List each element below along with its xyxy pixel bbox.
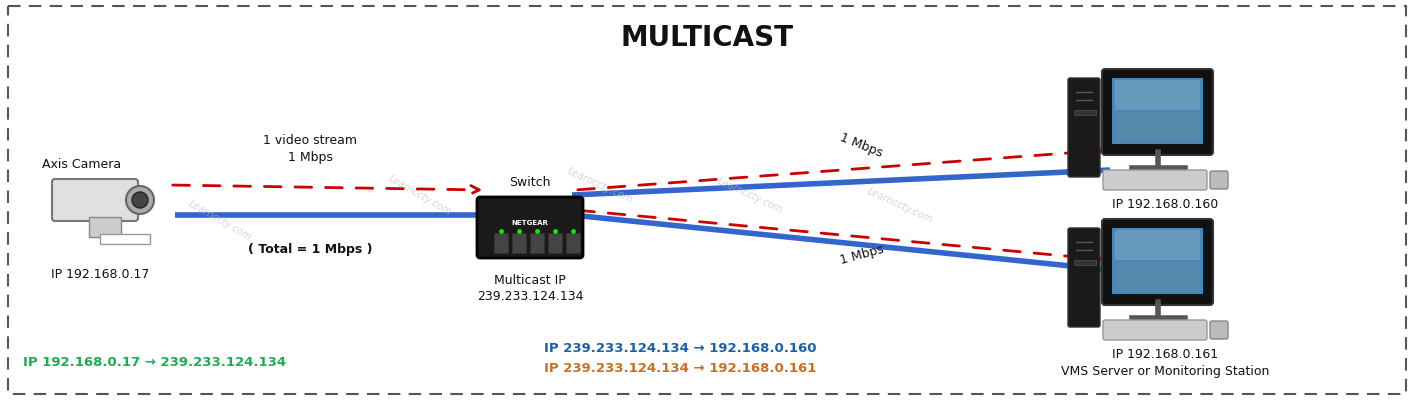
FancyBboxPatch shape	[1074, 110, 1097, 115]
Text: Learnccty.com: Learnccty.com	[566, 166, 634, 205]
Text: Learnccty.com: Learnccty.com	[716, 176, 784, 215]
FancyBboxPatch shape	[1068, 228, 1099, 327]
FancyBboxPatch shape	[1112, 78, 1203, 144]
FancyBboxPatch shape	[548, 233, 562, 253]
FancyBboxPatch shape	[494, 233, 508, 253]
Text: Learnccty.com: Learnccty.com	[386, 173, 453, 217]
Text: IP 192.168.0.160: IP 192.168.0.160	[1112, 198, 1218, 211]
FancyBboxPatch shape	[1104, 170, 1207, 190]
FancyBboxPatch shape	[1115, 262, 1200, 292]
FancyBboxPatch shape	[566, 233, 580, 253]
Text: 1 video stream: 1 video stream	[263, 134, 357, 146]
FancyBboxPatch shape	[52, 179, 139, 221]
Text: IP 192.168.0.161: IP 192.168.0.161	[1112, 348, 1218, 361]
Text: IP 192.168.0.17: IP 192.168.0.17	[51, 269, 149, 282]
Text: Axis Camera: Axis Camera	[42, 158, 122, 172]
Circle shape	[132, 192, 149, 208]
FancyBboxPatch shape	[1115, 80, 1200, 110]
FancyBboxPatch shape	[531, 233, 543, 253]
FancyBboxPatch shape	[1210, 321, 1228, 339]
Text: ( Total = 1 Mbps ): ( Total = 1 Mbps )	[248, 243, 372, 257]
Text: MULTICAST: MULTICAST	[621, 24, 794, 52]
Text: IP 239.233.124.134 → 192.168.0.161: IP 239.233.124.134 → 192.168.0.161	[543, 361, 816, 375]
FancyBboxPatch shape	[89, 217, 122, 237]
Text: 1 Mbps: 1 Mbps	[287, 152, 333, 164]
Text: Learnccty.com: Learnccty.com	[866, 185, 934, 225]
Text: Learnccty.com: Learnccty.com	[187, 198, 253, 242]
Text: NETGEAR: NETGEAR	[512, 220, 549, 226]
FancyBboxPatch shape	[477, 197, 583, 258]
FancyBboxPatch shape	[1112, 228, 1203, 294]
Text: IP 239.233.124.134 → 192.168.0.160: IP 239.233.124.134 → 192.168.0.160	[543, 342, 816, 354]
Text: 1 Mbps: 1 Mbps	[838, 243, 884, 267]
FancyBboxPatch shape	[1210, 171, 1228, 189]
Text: IP 192.168.0.17 → 239.233.124.134: IP 192.168.0.17 → 239.233.124.134	[24, 356, 287, 369]
FancyBboxPatch shape	[512, 233, 526, 253]
Circle shape	[126, 186, 154, 214]
FancyBboxPatch shape	[100, 234, 150, 244]
Text: VMS Server or Monitoring Station: VMS Server or Monitoring Station	[1061, 365, 1269, 379]
Text: 239.233.124.134: 239.233.124.134	[477, 290, 583, 302]
FancyBboxPatch shape	[1115, 230, 1200, 260]
Text: 1 Mbps: 1 Mbps	[838, 131, 884, 160]
Text: Switch: Switch	[509, 176, 550, 190]
FancyBboxPatch shape	[1068, 78, 1099, 177]
FancyBboxPatch shape	[1074, 260, 1097, 265]
FancyBboxPatch shape	[1115, 112, 1200, 142]
FancyBboxPatch shape	[1104, 320, 1207, 340]
FancyBboxPatch shape	[1102, 69, 1213, 155]
Text: Multicast IP: Multicast IP	[494, 273, 566, 286]
FancyBboxPatch shape	[1102, 219, 1213, 305]
